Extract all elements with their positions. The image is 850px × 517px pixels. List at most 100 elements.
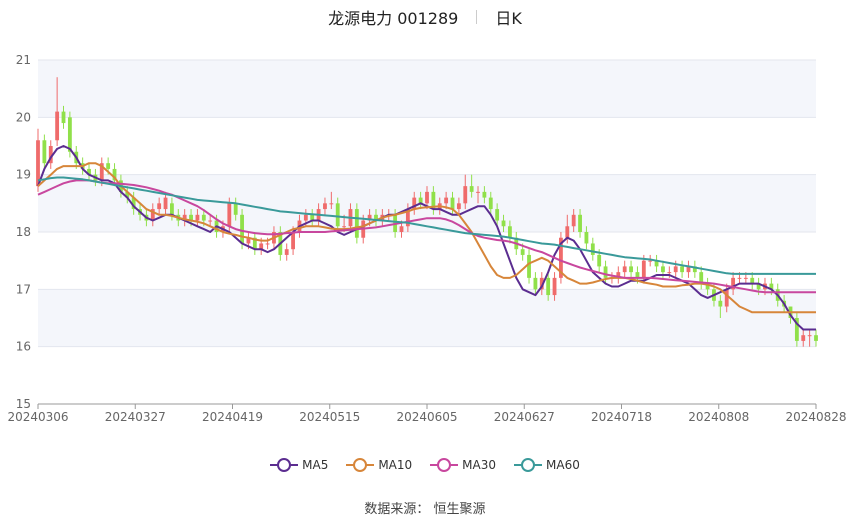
candle-body	[743, 277, 748, 279]
candle-body	[718, 300, 723, 307]
candle-body	[501, 220, 506, 227]
candle-body	[565, 226, 570, 238]
candle-body	[495, 209, 500, 221]
candle-body	[814, 335, 818, 341]
candle-body	[201, 214, 206, 221]
candle-body	[737, 277, 742, 279]
y-tick-label: 20	[16, 110, 31, 124]
y-axis: 15 16 17 18 19 20 21	[16, 53, 31, 411]
legend-item-ma30[interactable]: MA30	[430, 458, 496, 472]
candle-body	[476, 191, 480, 193]
candle-body	[182, 214, 187, 221]
candle-body	[673, 266, 678, 273]
legend-item-ma60[interactable]: MA60	[514, 458, 580, 472]
candle-body	[731, 277, 736, 290]
x-tick-label: 20240828	[785, 410, 846, 424]
legend-item-ma10[interactable]: MA10	[346, 458, 412, 472]
series-line-ma10	[37, 162, 816, 314]
candle-body	[67, 117, 72, 152]
candle-body	[227, 203, 232, 227]
candle-body	[705, 283, 710, 290]
candle-body	[578, 214, 582, 232]
legend-item-ma5[interactable]: MA5	[270, 458, 328, 472]
candle-body	[571, 214, 576, 227]
candle-body	[374, 214, 378, 221]
y-tick-label: 21	[16, 53, 31, 67]
candle-body	[488, 197, 493, 210]
candle-body	[686, 266, 691, 273]
candle-body	[692, 266, 697, 273]
candle-body	[208, 220, 213, 222]
x-tick-label: 20240419	[202, 410, 263, 424]
legend-swatch-icon	[430, 458, 459, 472]
header-divider	[476, 10, 478, 24]
candle-body	[367, 214, 372, 221]
candle-body	[310, 214, 315, 221]
candle-body	[794, 318, 799, 341]
candle-body	[246, 237, 251, 244]
candle-body	[801, 335, 806, 341]
candle-body	[42, 140, 47, 164]
candle-body	[750, 277, 755, 284]
x-tick-label: 20240605	[396, 410, 457, 424]
candle-body	[527, 254, 531, 278]
candle-body	[170, 203, 174, 215]
candle-body	[641, 260, 646, 278]
candle-body	[354, 209, 359, 238]
candle-body	[259, 243, 264, 250]
legend: MA5 MA10 MA30 MA60	[0, 458, 850, 472]
candle-body	[584, 232, 589, 244]
candle-body	[661, 266, 665, 273]
candle-body	[125, 191, 130, 198]
candle-body	[240, 214, 244, 244]
candle-body	[195, 214, 200, 221]
x-tick-label: 20240718	[591, 410, 652, 424]
candle-body	[329, 203, 334, 205]
x-tick-label: 20240515	[299, 410, 360, 424]
legend-swatch-icon	[346, 458, 375, 472]
candle-body	[342, 226, 347, 228]
candle-body	[469, 186, 474, 192]
legend-label: MA60	[546, 458, 580, 472]
x-tick-label: 20240306	[7, 410, 68, 424]
candle-body	[112, 168, 117, 181]
candle-body	[412, 197, 417, 210]
candle-body	[55, 111, 60, 141]
candle-body	[597, 254, 602, 267]
y-tick-label: 16	[16, 340, 31, 354]
period-label: 日K	[495, 9, 522, 28]
candle-body	[533, 277, 538, 290]
candle-body	[425, 191, 429, 204]
candle-body	[590, 243, 595, 255]
candle-body	[520, 249, 525, 255]
y-tick-label: 19	[16, 168, 31, 182]
legend-label: MA10	[378, 458, 413, 472]
candle-body	[635, 272, 640, 278]
plot-band	[38, 289, 816, 347]
candle-body	[456, 203, 461, 210]
candle-body	[106, 163, 111, 169]
candle-body	[463, 186, 468, 204]
candle-body	[61, 111, 66, 124]
x-axis: 20240306 20240327 20240419 20240515 20240605…	[7, 403, 847, 424]
candle-body	[756, 283, 761, 290]
data-source: 数据来源： 恒生聚源	[364, 502, 486, 517]
candle-body	[131, 197, 136, 210]
legend-swatch-icon	[514, 458, 543, 472]
y-tick-label: 15	[16, 397, 31, 411]
candle-body	[163, 197, 168, 210]
candle-body	[418, 197, 423, 204]
candle-body	[48, 146, 53, 164]
candle-body	[233, 203, 238, 215]
candle-body	[252, 237, 257, 250]
y-tick-label: 18	[16, 225, 31, 239]
candle-body	[99, 163, 104, 181]
candle-body	[444, 197, 449, 204]
candle-body	[667, 272, 672, 274]
candle-body	[699, 272, 704, 284]
candle-body	[629, 266, 633, 273]
stock-name: 龙源电力 001289	[328, 9, 459, 28]
candle-body	[450, 197, 455, 210]
candle-body	[807, 335, 812, 337]
